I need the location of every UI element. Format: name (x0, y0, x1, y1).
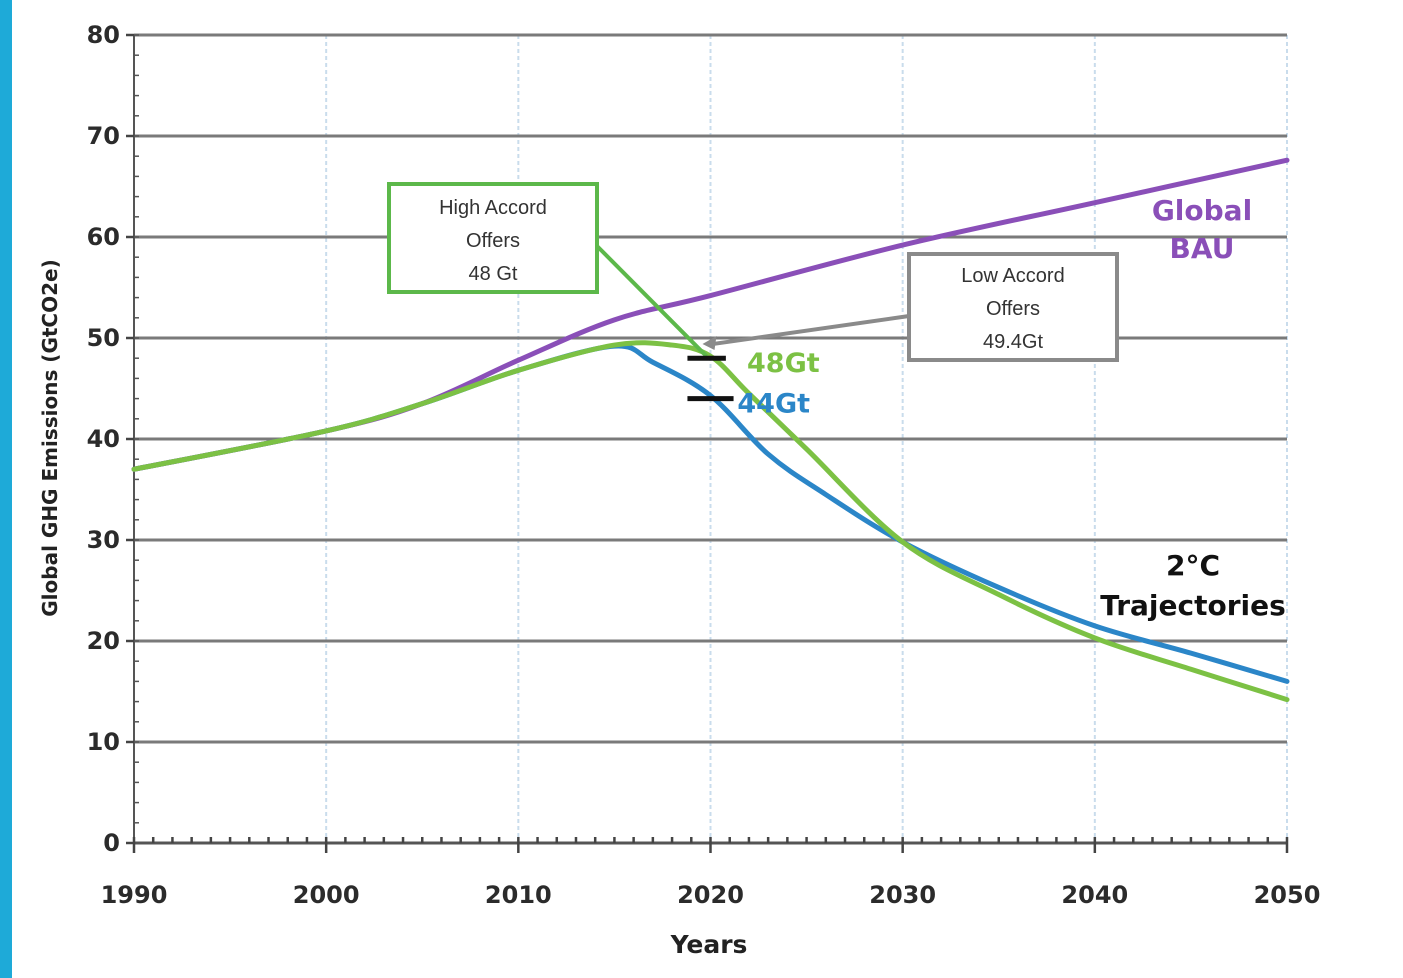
high-accord-box (387, 182, 599, 294)
high-accord-leader (595, 244, 708, 358)
low-accord-leader (712, 314, 910, 347)
high-accord-text: High Accord (439, 197, 547, 219)
high-accord-text: Offers (466, 230, 520, 252)
x-tick-label: 1990 (101, 881, 168, 909)
y-tick-label: 40 (87, 425, 120, 453)
y-tick-label: 80 (87, 21, 120, 49)
label-48gt: 48Gt (747, 348, 820, 379)
chart-background (12, 0, 1403, 978)
x-tick-label: 2020 (677, 881, 744, 909)
label-44gt: 44Gt (737, 389, 810, 420)
x-tick-label: 2030 (869, 881, 936, 909)
low-accord-text: Low Accord (961, 265, 1064, 287)
x-tick-label: 2010 (485, 881, 552, 909)
y-tick-label: 70 (87, 122, 120, 150)
low-accord-text: Offers (986, 298, 1040, 320)
emissions-chart: 1990 2000 2010 2020 2030 2040 2050010203040506… (12, 0, 1403, 978)
series-green-trajectory (131, 340, 1290, 703)
x-axis-label: Years (670, 930, 748, 959)
bau-label: BAU (1170, 232, 1235, 265)
y-tick-label: 0 (103, 829, 120, 857)
x-tick-label: 2040 (1061, 881, 1128, 909)
x-tick-label: 2000 (293, 881, 360, 909)
high-accord-text: 48 Gt (469, 263, 518, 285)
low-accord-text: 49.4Gt (983, 331, 1043, 353)
y-tick-label: 10 (87, 728, 120, 756)
low-accord-arrowhead (702, 336, 717, 351)
low-accord-box (907, 252, 1119, 362)
y-axis-label: Global GHG Emissions (GtCO2e) (38, 259, 62, 616)
y-tick-label: 20 (87, 627, 120, 655)
trajectories-label: 2°C (1166, 549, 1220, 582)
x-tick-label: 2050 (1254, 881, 1321, 909)
y-tick-label: 30 (87, 526, 120, 554)
bau-label: Global (1152, 194, 1252, 227)
y-tick-label: 50 (87, 324, 120, 352)
y-tick-label: 60 (87, 223, 120, 251)
trajectories-label: Trajectories (1100, 589, 1286, 622)
